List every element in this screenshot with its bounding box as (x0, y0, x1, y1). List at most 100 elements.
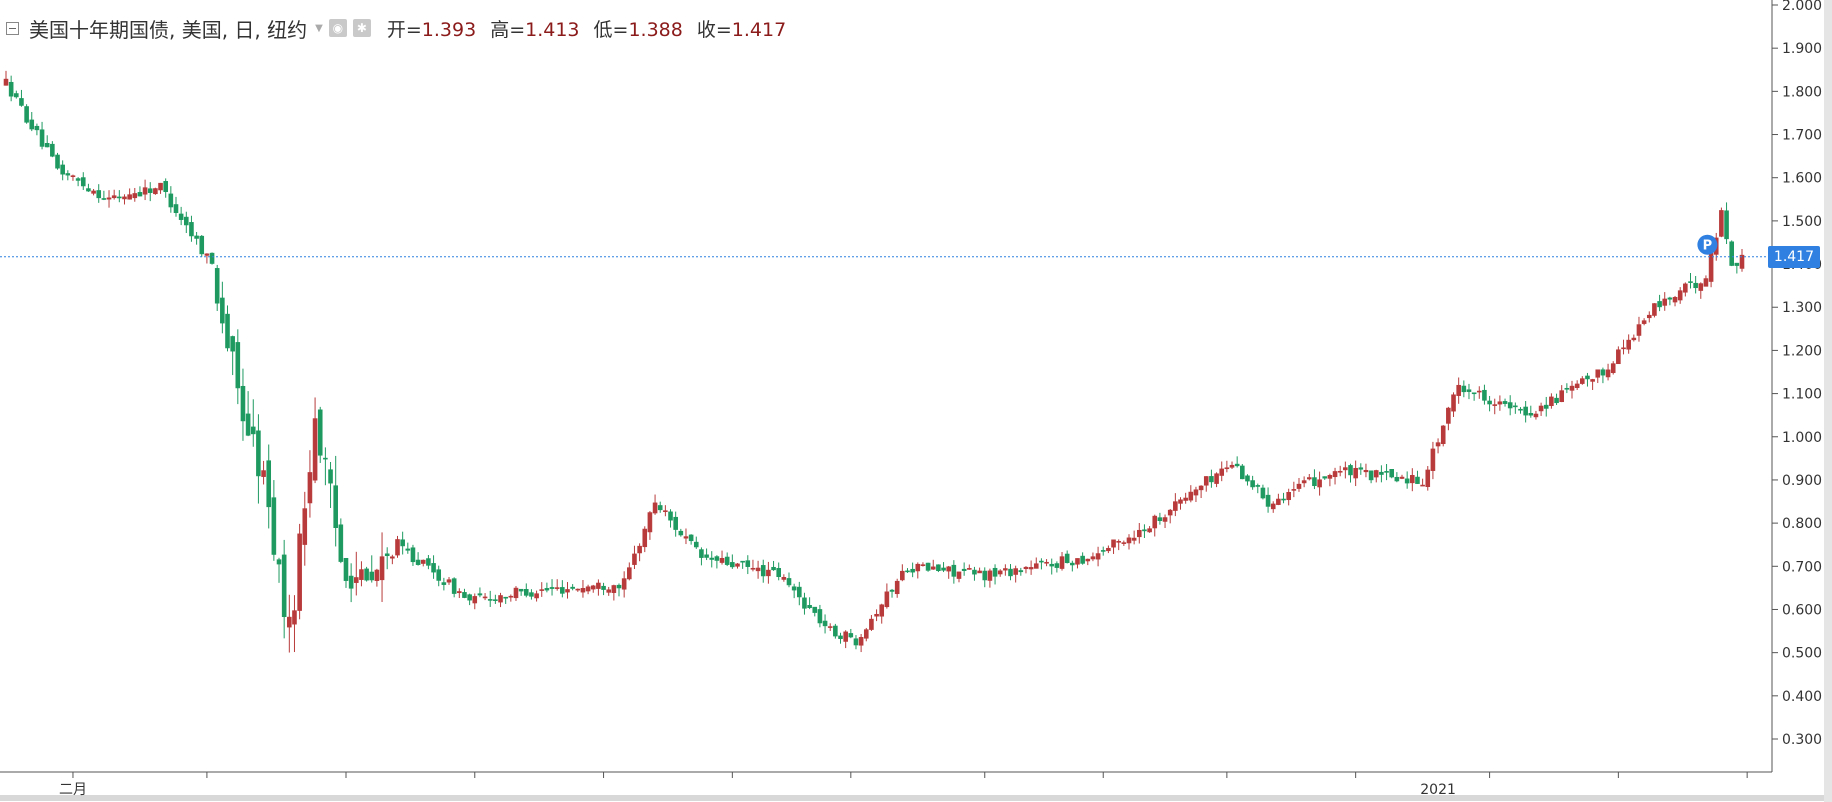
candle-body (1003, 568, 1008, 571)
candle-body (1291, 489, 1297, 491)
candle-body (1198, 485, 1204, 491)
candle-body (966, 568, 972, 570)
candle-body (745, 560, 751, 567)
candle-body (199, 235, 205, 255)
ohlc-low: 低=1.388 (593, 18, 683, 41)
candle-body (858, 637, 864, 646)
candle-body (539, 589, 545, 591)
candle-body (1708, 251, 1714, 282)
candle-body (652, 502, 658, 514)
candle-body (1425, 469, 1431, 488)
candle-body (802, 597, 807, 609)
candle-body (1044, 561, 1049, 564)
candle-body (1677, 290, 1683, 301)
candle-body (1183, 497, 1188, 501)
settings-gear-icon[interactable]: ✱ (352, 19, 371, 37)
candle-body (503, 596, 508, 599)
candle-body (1059, 556, 1065, 569)
visibility-icon[interactable]: ◉ (328, 19, 347, 37)
candle-body (1301, 480, 1307, 484)
candle-body (688, 534, 694, 542)
candle-body (487, 599, 493, 601)
candle-body (1476, 390, 1482, 393)
candle-body (441, 582, 447, 585)
symbol-dropdown-icon[interactable]: ▼ (315, 22, 323, 34)
candle-body (1688, 281, 1693, 283)
candle-body (513, 587, 519, 599)
candle-body (8, 81, 14, 97)
candle-body (1018, 570, 1024, 573)
candle-body (1265, 494, 1271, 507)
candle-body (106, 197, 112, 200)
candle-body (1203, 476, 1209, 486)
candle-body (1523, 406, 1528, 416)
candle-body (560, 587, 565, 594)
candle-body (1585, 375, 1590, 380)
candle-body (791, 586, 797, 591)
candle-body (843, 631, 848, 642)
candle-body (668, 511, 673, 521)
candle-body (1219, 468, 1225, 476)
candle-body (1487, 400, 1492, 405)
candle-body (879, 604, 885, 617)
candle-body (1332, 471, 1338, 478)
candle-body (1600, 369, 1606, 376)
candle-body (884, 591, 890, 608)
candle-body (142, 187, 148, 195)
candle-body (961, 568, 967, 571)
candle-body (812, 606, 818, 613)
ohlc-open: 开=1.393 (386, 18, 477, 41)
candle-body (735, 563, 740, 567)
candle-body (590, 585, 596, 590)
candle-body (39, 129, 45, 147)
candle-body (1121, 542, 1127, 544)
candle-body (1173, 501, 1178, 511)
current-price-badge: 1.417 (1767, 245, 1820, 268)
candle-body (122, 196, 127, 200)
candle-body (704, 554, 709, 558)
candle-body (183, 216, 189, 226)
candle-body (348, 575, 354, 589)
candle-body (1672, 297, 1678, 303)
candle-body (565, 589, 570, 593)
candle-body (1090, 556, 1096, 560)
candle-body (647, 512, 653, 533)
candle-body (936, 564, 941, 571)
candle-body (724, 556, 730, 565)
candle-body (632, 553, 637, 565)
candle-body (1739, 254, 1745, 269)
candle-body (117, 196, 122, 199)
candle-body (457, 591, 462, 594)
candle-body (451, 578, 457, 594)
candle-body (462, 592, 467, 598)
candle-body (797, 586, 802, 598)
candle-body (132, 193, 138, 199)
candle-body (287, 616, 292, 628)
candle-body (1306, 477, 1312, 480)
candle-body (997, 570, 1003, 575)
candle-body (714, 556, 720, 561)
candle-body (271, 497, 277, 555)
candle-body (941, 567, 946, 571)
candle-body (621, 578, 627, 590)
candle-body (1353, 467, 1358, 479)
candle-body (1255, 485, 1261, 487)
candle-body (683, 536, 689, 539)
candle-body (905, 570, 910, 573)
ohlc-readout: 开=1.393 高=1.413 低=1.388 收=1.417 (387, 15, 786, 42)
candle-body (1245, 475, 1250, 482)
candle-body (297, 533, 302, 611)
candle-body (554, 587, 560, 589)
collapse-toggle[interactable] (6, 21, 19, 35)
candle-body (70, 175, 76, 178)
candle-body (1095, 553, 1101, 560)
candle-body (1270, 503, 1276, 510)
candle-body (1240, 465, 1245, 480)
candle-body (1415, 476, 1420, 484)
candle-body (1410, 475, 1415, 484)
candle-body (1440, 425, 1446, 444)
candle-body (498, 595, 503, 603)
candle-body (585, 586, 591, 592)
y-tick-label: 1.300 (1782, 300, 1822, 316)
